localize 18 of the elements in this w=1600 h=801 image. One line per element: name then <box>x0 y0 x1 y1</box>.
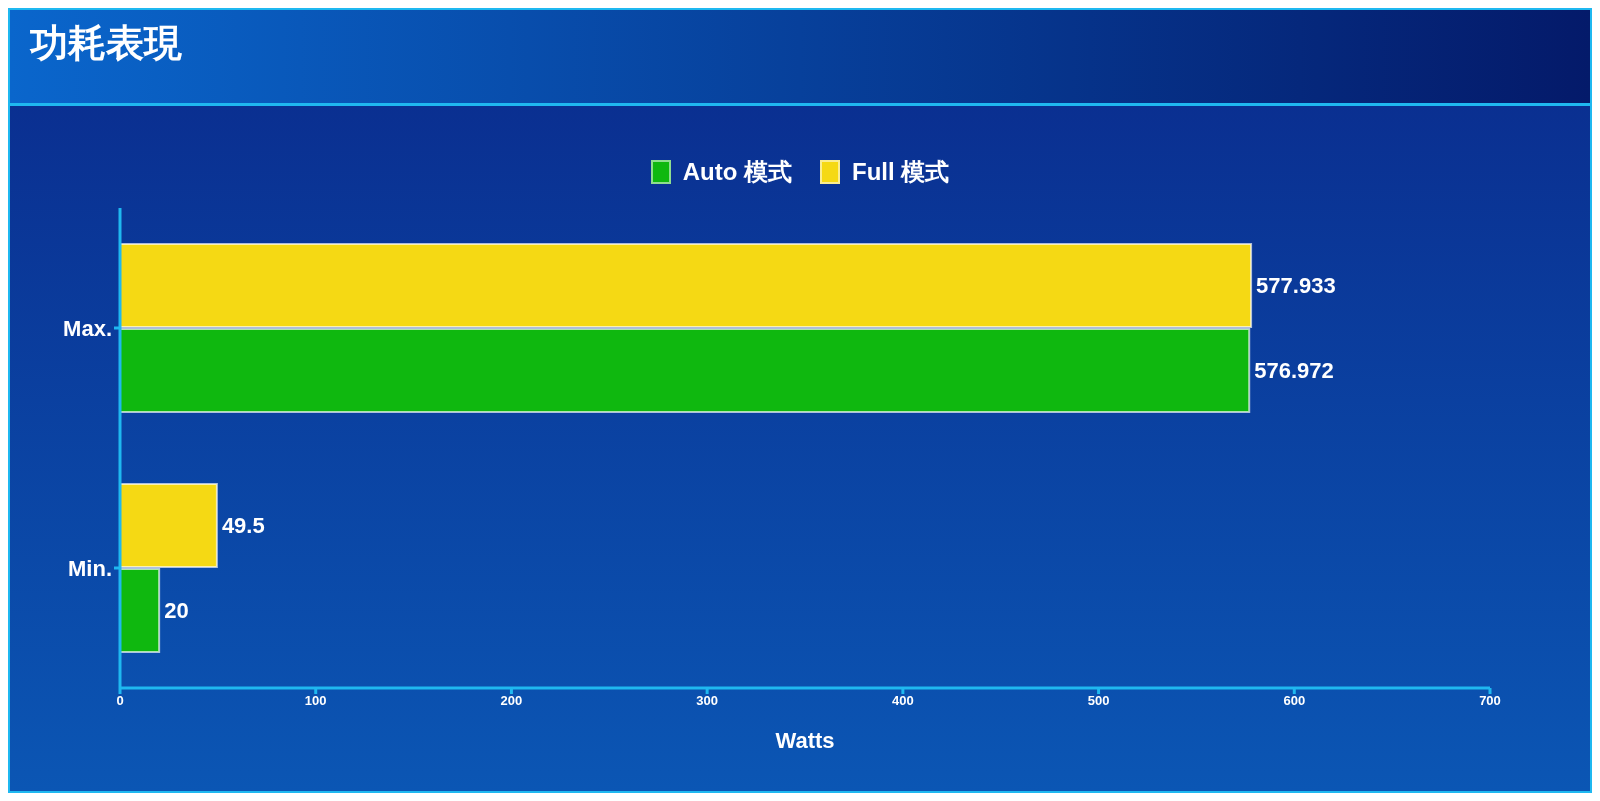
data-label: 577.933 <box>1256 273 1336 299</box>
x-tick-label: 100 <box>304 693 327 709</box>
legend-label: Full 模式 <box>851 157 950 187</box>
data-label: 20 <box>164 598 189 624</box>
y-tick-label: Max. <box>63 315 112 341</box>
legend-label: Auto 模式 <box>682 157 792 187</box>
x-tick-label: 400 <box>892 693 914 709</box>
data-label: 49.5 <box>221 513 265 539</box>
x-tick-label: 300 <box>696 693 718 709</box>
x-tick-label: 200 <box>500 693 523 709</box>
x-tick-label: 700 <box>1479 693 1501 709</box>
x-tick-label: 0 <box>116 693 124 709</box>
x-tick-label: 600 <box>1283 693 1306 709</box>
data-label: 576.972 <box>1254 358 1334 384</box>
x-tick-label: 500 <box>1087 693 1110 709</box>
x-axis-title: Watts <box>775 727 835 753</box>
y-tick-label: Min. <box>68 555 112 581</box>
chart-title: 功耗表現 <box>30 21 183 66</box>
